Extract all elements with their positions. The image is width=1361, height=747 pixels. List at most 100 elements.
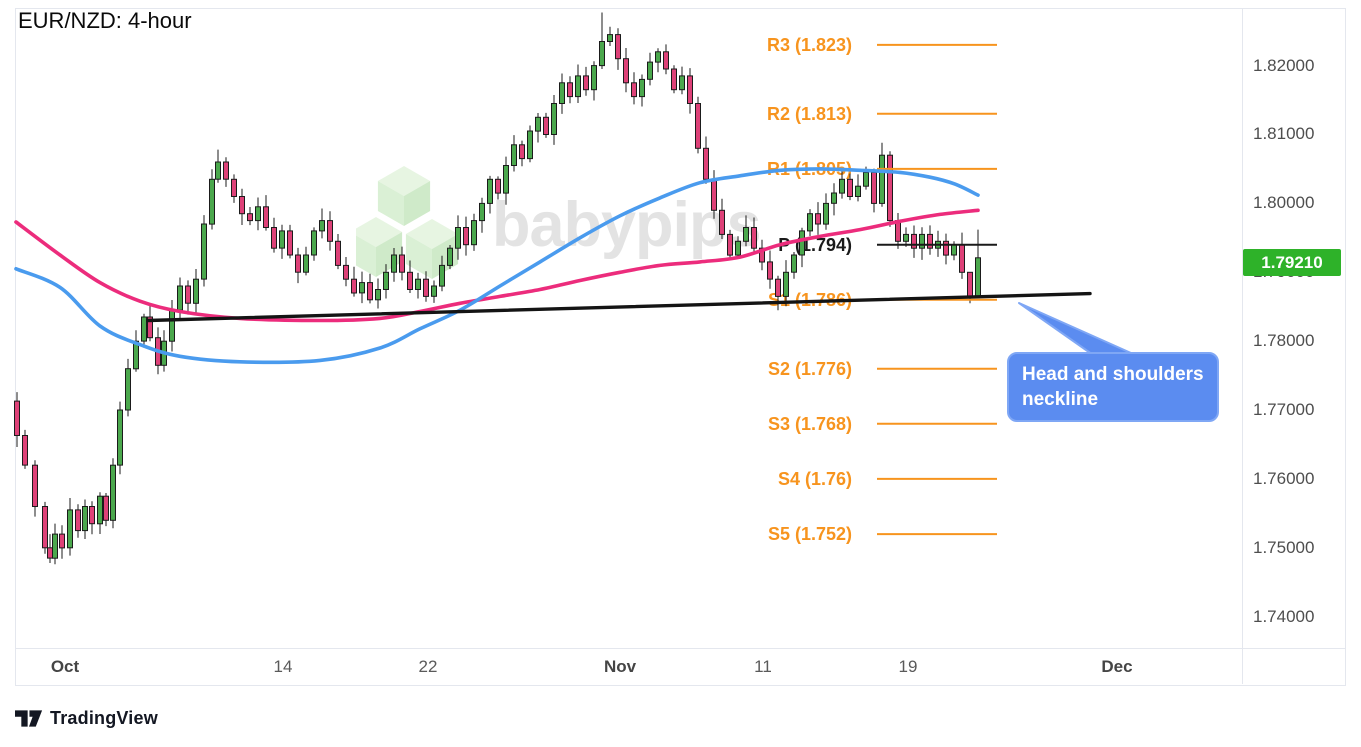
candle-up — [110, 464, 116, 521]
candle-down — [943, 240, 949, 256]
candle-up — [607, 34, 613, 42]
pivot-label[interactable]: R3 (1.823) — [766, 35, 852, 55]
chart-title: EUR/NZD: 4-hour — [18, 8, 192, 33]
candle-down — [59, 533, 65, 549]
candle-down — [687, 75, 693, 105]
candle-down — [967, 271, 973, 297]
candle-down — [14, 400, 20, 437]
candle-up — [209, 178, 215, 225]
candle-up — [201, 223, 207, 280]
price-tick-label: 1.76000 — [1253, 469, 1315, 488]
price-tick-label: 1.81000 — [1253, 124, 1315, 143]
time-axis-separator — [15, 648, 1345, 649]
time-tick-label: 22 — [418, 657, 438, 676]
candle-down — [271, 227, 277, 249]
candle-up — [415, 278, 421, 291]
candle-down — [711, 178, 717, 211]
candle-down — [42, 506, 48, 549]
pivot-label[interactable]: S3 (1.768) — [767, 414, 852, 434]
candle-up — [383, 271, 389, 290]
candle-up — [303, 254, 309, 273]
candle-down — [727, 233, 733, 256]
pivot-label[interactable]: R2 (1.813) — [766, 104, 852, 124]
time-tick-label: Nov — [603, 657, 637, 676]
price-tick-label: 1.82000 — [1253, 56, 1315, 75]
candle-down — [887, 154, 893, 222]
time-tick-label: 19 — [898, 657, 918, 676]
ma-blue — [14, 167, 980, 365]
pivot-label[interactable]: S5 (1.752) — [767, 524, 852, 544]
candle-down — [75, 509, 81, 532]
candle-up — [799, 230, 805, 256]
candle-up — [82, 506, 88, 532]
candle-down — [959, 244, 965, 273]
candle-up — [807, 213, 813, 232]
candle-up — [655, 51, 661, 63]
neckline-trendline[interactable] — [146, 291, 1092, 323]
callout-pointer[interactable] — [1018, 302, 1132, 358]
candle-up — [125, 368, 131, 411]
candle-up — [863, 171, 869, 187]
chart-frame — [15, 8, 1346, 686]
candle-down — [767, 261, 773, 280]
candles-layer — [14, 12, 981, 565]
candle-up — [455, 227, 461, 249]
candle-down — [871, 171, 877, 204]
candle-down — [47, 547, 53, 559]
candle-down — [295, 254, 301, 273]
candle-down — [22, 435, 28, 466]
candle-down — [927, 233, 933, 249]
candle-up — [551, 103, 557, 135]
candle-down — [231, 178, 237, 198]
tradingview-logo[interactable]: TradingView — [15, 708, 158, 729]
candle-down — [399, 254, 405, 273]
candle-down — [335, 240, 341, 266]
price-tick-label: 1.80000 — [1253, 193, 1315, 212]
candle-down — [463, 227, 469, 246]
candle-up — [975, 257, 981, 297]
candle-up — [141, 316, 147, 342]
candle-down — [351, 278, 357, 294]
candle-down — [89, 506, 95, 525]
candle-up — [447, 247, 453, 266]
price-tick-label: 1.74000 — [1253, 607, 1315, 626]
time-tick-label: 11 — [754, 657, 772, 676]
candle-up — [471, 220, 477, 246]
candle-up — [177, 285, 183, 311]
candle-up — [919, 233, 925, 249]
babypips-cubes-icon — [356, 166, 459, 279]
candle-up — [67, 509, 73, 549]
tradingview-icon — [15, 710, 43, 727]
candle-down — [719, 209, 725, 235]
candle-down — [287, 230, 293, 256]
last-price-badge: 1.79210 — [1243, 249, 1341, 276]
candle-down — [615, 34, 621, 60]
candle-up — [511, 144, 517, 167]
ma-pink — [14, 208, 980, 323]
candle-up — [599, 41, 605, 67]
time-tick-label: Dec — [1101, 657, 1133, 676]
candle-down — [32, 464, 38, 508]
candle-up — [951, 244, 957, 256]
candle-down — [519, 144, 525, 160]
price-tick-label: 1.75000 — [1253, 538, 1315, 557]
candle-down — [815, 213, 821, 225]
candle-up — [319, 220, 325, 232]
candle-down — [147, 316, 153, 339]
price-axis-separator — [1242, 8, 1243, 684]
pivot-label[interactable]: S4 (1.76) — [777, 469, 852, 489]
candle-up — [193, 278, 199, 304]
candle-up — [255, 206, 261, 222]
candle-down — [103, 495, 109, 521]
cube-top-face — [356, 217, 403, 247]
candle-down — [263, 206, 269, 229]
candle-down — [567, 82, 573, 98]
tradingview-logo-text: TradingView — [50, 708, 158, 728]
candle-up — [679, 75, 685, 91]
candle-up — [639, 78, 645, 98]
neckline-callout[interactable]: Head and shoulders neckline — [1007, 352, 1219, 422]
pivot-label[interactable]: S2 (1.776) — [767, 359, 852, 379]
candle-up — [169, 309, 175, 342]
candle-up — [375, 289, 381, 301]
